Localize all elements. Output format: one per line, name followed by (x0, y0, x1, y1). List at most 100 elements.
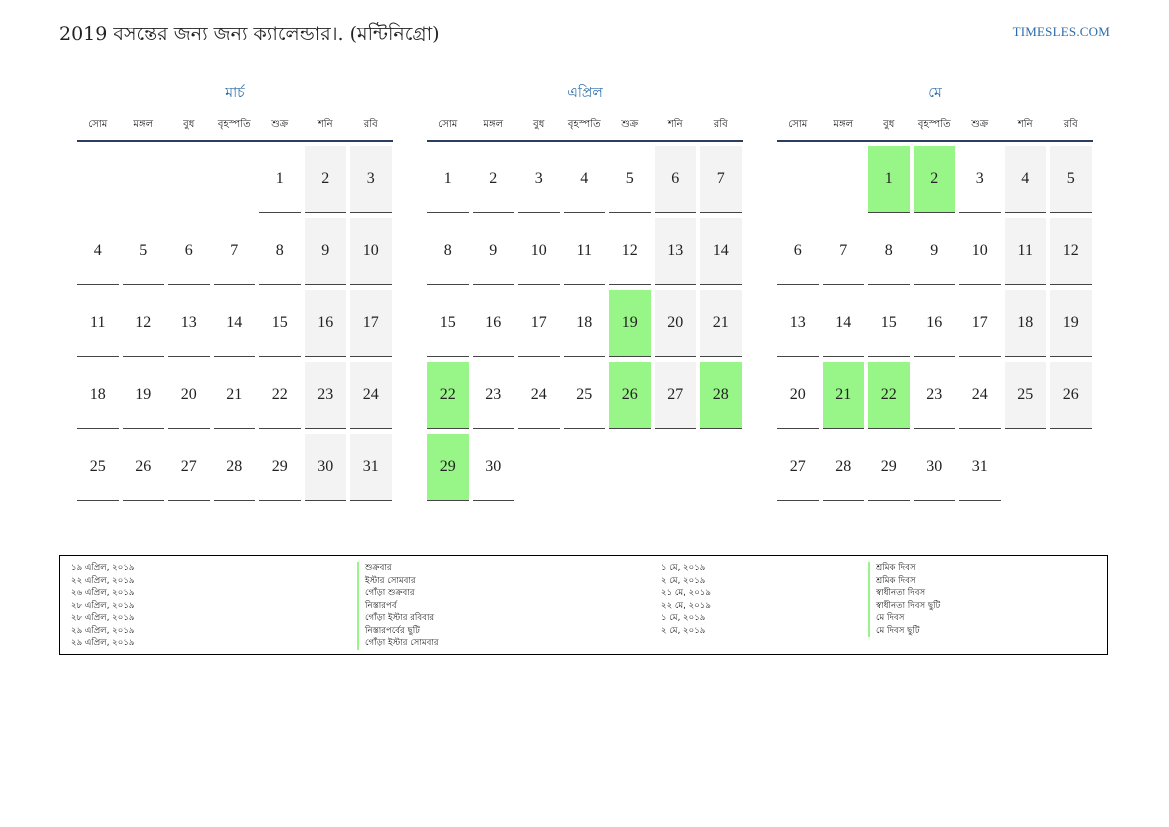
holiday-day-cell: 22 (868, 362, 910, 429)
day-cell: 30 (913, 434, 955, 501)
weekday-label: বৃহস্পতি (917, 119, 951, 130)
weekday-label: শুক্র (621, 119, 639, 130)
day-cell: 4 (563, 146, 605, 213)
day-cell: 27 (777, 434, 819, 501)
day-cell: 8 (259, 218, 301, 285)
day-cell: 11 (77, 290, 119, 357)
legend-date: ২৬ এপ্রিল, ২০১৯ (71, 588, 135, 598)
empty-cell (77, 146, 119, 213)
legend-holiday-name: গোঁড়া ইস্টার রবিবার (357, 612, 439, 625)
day-cell: 15 (427, 290, 469, 357)
day-cell: 4 (1004, 146, 1046, 213)
legend-date: ২৮ এপ্রিল, ২০১৯ (71, 600, 135, 611)
legend-holiday-name: মে দিবস ছুটি (868, 624, 940, 637)
holiday-day-cell: 21 (822, 362, 864, 429)
day-cell: 3 (959, 146, 1001, 213)
legend-holiday-name: স্বাধীনতা দিবস (868, 587, 940, 600)
day-cell: 16 (913, 290, 955, 357)
day-cell: 20 (168, 362, 210, 429)
day-grid: 1 2 3 4 5 6 7 8 9 10 11 12 13 14 15 16 17 18 19 20 21 22 23 24 2… (427, 146, 743, 501)
empty-cell (214, 146, 256, 213)
day-cell: 22 (259, 362, 301, 429)
day-cell: 26 (1050, 362, 1092, 429)
day-cell: 27 (168, 434, 210, 501)
day-cell: 29 (868, 434, 910, 501)
weekday-label: বৃহস্পতি (217, 119, 251, 130)
legend-left-dates: ১৯ এপ্রিল, ২০১৯ ২২ এপ্রিল, ২০১৯ ২৬ এপ্রিল,… (71, 562, 135, 650)
day-cell: 14 (700, 218, 742, 285)
day-cell: 18 (563, 290, 605, 357)
legend-holiday-name: স্বাধীনতা দিবস ছুটি (868, 599, 940, 612)
weekday-label: শনি (667, 119, 683, 130)
day-cell: 8 (868, 218, 910, 285)
weekday-label: শুক্র (271, 119, 289, 130)
weekday-label: রবি (363, 119, 378, 130)
weekday-header: সোম মঙ্গল বুধ বৃহস্পতি শুক্র শনি রবি (777, 117, 1093, 142)
day-cell: 16 (472, 290, 514, 357)
day-cell: 7 (822, 218, 864, 285)
weekday-label: বৃহস্পতি (567, 119, 601, 130)
day-cell: 7 (700, 146, 742, 213)
day-cell: 23 (913, 362, 955, 429)
day-cell: 9 (913, 218, 955, 285)
legend-date: ২২ এপ্রিল, ২০১৯ (71, 575, 135, 586)
day-cell: 28 (213, 434, 255, 501)
day-cell: 25 (77, 434, 119, 501)
day-cell: 11 (1004, 218, 1046, 285)
day-cell: 13 (168, 290, 210, 357)
weekday-label: বুধ (183, 119, 195, 130)
day-cell: 24 (350, 362, 392, 429)
weekday-label: মঙ্গল (833, 119, 854, 130)
day-cell: 17 (350, 290, 392, 357)
holiday-legend: ১৯ এপ্রিল, ২০১৯ ২২ এপ্রিল, ২০১৯ ২৬ এপ্রিল,… (59, 555, 1108, 655)
day-cell: 30 (304, 434, 346, 501)
day-cell: 17 (518, 290, 560, 357)
page-title: 2019 বসন্তের জন্য জন্য ক্যালেন্ডার।. (মন… (59, 23, 440, 45)
day-cell: 19 (122, 362, 164, 429)
day-cell: 6 (654, 146, 696, 213)
day-cell: 1 (259, 146, 301, 213)
day-cell: 6 (168, 218, 210, 285)
day-cell: 7 (213, 218, 255, 285)
weekday-label: শুক্র (971, 119, 989, 130)
legend-holiday-name: শ্রমিক দিবস (868, 562, 940, 575)
holiday-day-cell: 19 (609, 290, 651, 357)
empty-cell (123, 146, 165, 213)
weekday-header: সোম মঙ্গল বুধ বৃহস্পতি শুক্র শনি রবি (77, 117, 393, 142)
legend-date: ১ মে, ২০১৯ (661, 563, 706, 573)
day-cell: 21 (700, 290, 742, 357)
legend-holiday-name: নিস্তারপর্ব (357, 599, 439, 612)
day-cell: 31 (959, 434, 1001, 501)
day-cell: 21 (213, 362, 255, 429)
day-cell: 30 (472, 434, 514, 501)
site-link[interactable]: TIMESLES.COM (1012, 24, 1110, 39)
day-cell: 12 (609, 218, 651, 285)
legend-date: ২ মে, ২০১৯ (661, 625, 706, 636)
empty-cell (777, 146, 819, 213)
legend-holiday-name: শ্রমিক দিবস (868, 574, 940, 587)
day-cell: 5 (609, 146, 651, 213)
weekday-header: সোম মঙ্গল বুধ বৃহস্পতি শুক্র শনি রবি (427, 117, 743, 142)
day-cell: 10 (350, 218, 392, 285)
day-cell: 17 (959, 290, 1001, 357)
day-cell: 8 (427, 218, 469, 285)
legend-holiday-name: গোঁড়া শুক্রবার (357, 587, 439, 600)
weekday-label: মঙ্গল (133, 119, 154, 130)
weekday-label: সোম (438, 119, 458, 130)
legend-date: ২২ মে, ২০১৯ (661, 600, 711, 611)
day-cell: 12 (1050, 218, 1092, 285)
legend-right-dates: ১ মে, ২০১৯ ২ মে, ২০১৯ ২১ মে, ২০১৯ ২২ মে, ২০… (661, 562, 711, 637)
day-cell: 6 (777, 218, 819, 285)
weekday-label: বুধ (533, 119, 545, 130)
holiday-day-cell: 26 (609, 362, 651, 429)
day-cell: 2 (304, 146, 346, 213)
legend-date: ২৯ এপ্রিল, ২০১৯ (71, 638, 135, 648)
day-cell: 31 (350, 434, 392, 501)
legend-left-names: শুক্রবার ইস্টার সোমবার গোঁড়া শুক্রবার নিস্… (357, 562, 439, 650)
day-cell: 3 (518, 146, 560, 213)
day-cell: 9 (304, 218, 346, 285)
day-cell: 23 (472, 362, 514, 429)
